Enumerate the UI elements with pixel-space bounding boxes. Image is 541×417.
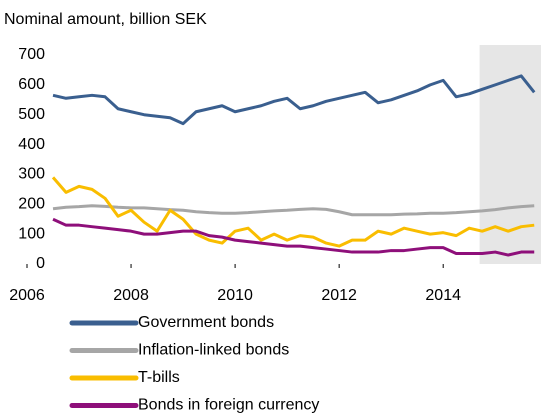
series-line <box>52 204 535 217</box>
x-tick-label: 2006 <box>9 287 45 304</box>
y-tick-label: 0 <box>36 255 45 272</box>
x-tick-label: 2014 <box>425 287 461 304</box>
y-tick-label: 600 <box>18 76 45 93</box>
x-tick-label: 2012 <box>321 287 357 304</box>
legend-label: Bonds in foreign currency <box>138 397 319 414</box>
legend-label: T-bills <box>138 369 180 386</box>
x-tick-label: 2010 <box>217 287 253 304</box>
y-tick-label: 200 <box>18 196 45 213</box>
y-tick-label: 700 <box>18 46 45 63</box>
y-tick-label: 400 <box>18 136 45 153</box>
chart-title: Nominal amount, billion SEK <box>4 11 207 28</box>
legend-label: Inflation-linked bonds <box>138 342 289 359</box>
y-tick-label: 500 <box>18 106 45 123</box>
y-tick-label: 300 <box>18 166 45 183</box>
y-tick-label: 100 <box>18 225 45 242</box>
series-line <box>51 176 535 248</box>
series-line <box>52 217 535 257</box>
x-tick-label: 2008 <box>113 287 149 304</box>
legend-label: Government bonds <box>138 314 274 331</box>
series-line <box>52 74 536 126</box>
